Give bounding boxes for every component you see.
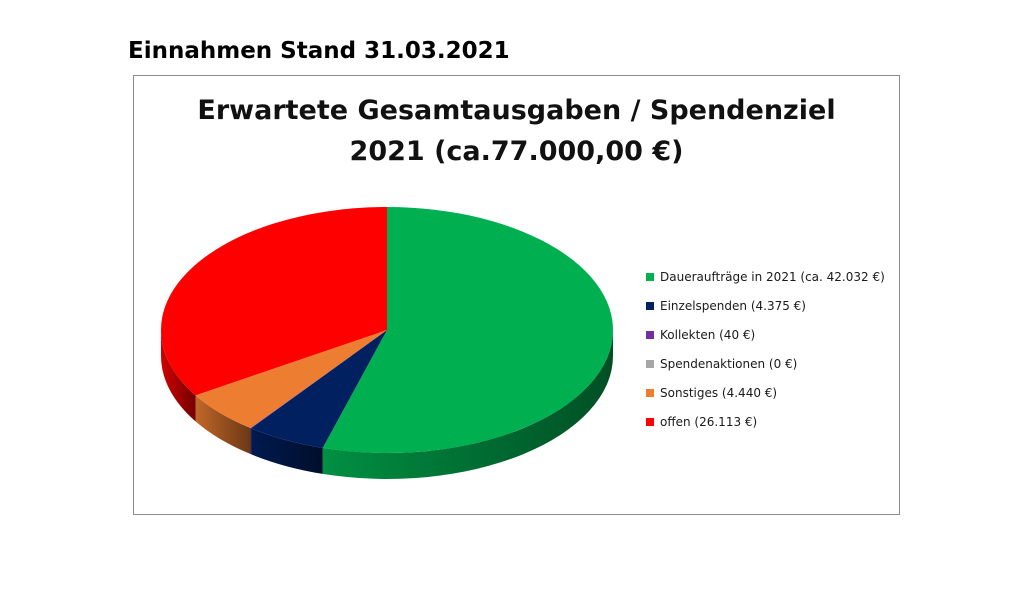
legend-item-kollekten: Kollekten (40 €) <box>646 320 885 349</box>
chart-title: Erwartete Gesamtausgaben / Spendenziel 2… <box>134 90 899 172</box>
pie-side-einzelspenden <box>251 428 323 474</box>
page-heading: Einnahmen Stand 31.03.2021 <box>128 38 510 64</box>
pie-slice-offen <box>161 207 387 396</box>
legend-item-einzelspenden: Einzelspenden (4.375 €) <box>646 291 885 320</box>
chart-area: Erwartete Gesamtausgaben / Spendenziel 2… <box>133 75 900 515</box>
legend-swatch <box>646 417 654 426</box>
legend-label: Daueraufträge in 2021 (ca. 42.032 €) <box>660 269 885 284</box>
legend-label: Spendenaktionen (0 €) <box>660 356 798 371</box>
pie-slice-sonstiges <box>195 330 387 429</box>
legend-label: Einzelspenden (4.375 €) <box>660 298 806 313</box>
legend-swatch <box>646 301 654 310</box>
chart-legend: Daueraufträge in 2021 (ca. 42.032 €) Einz… <box>646 262 885 436</box>
pie-side-kollekten <box>250 428 252 455</box>
legend-item-sonstiges: Sonstiges (4.440 €) <box>646 378 885 407</box>
legend-item-offen: offen (26.113 €) <box>646 407 885 436</box>
pie-slice-einzelspenden <box>251 330 387 448</box>
legend-swatch <box>646 330 654 339</box>
chart-title-line2: 2021 (ca.77.000,00 €) <box>349 136 684 167</box>
legend-label: Kollekten (40 €) <box>660 327 756 342</box>
pie-side-offen <box>161 330 196 422</box>
legend-swatch <box>646 388 654 397</box>
legend-item-spendenaktionen: Spendenaktionen (0 €) <box>646 349 885 378</box>
legend-swatch <box>646 272 654 281</box>
pie-slice-daueraufträge-in-2021 <box>322 207 613 453</box>
pie-chart <box>161 207 613 480</box>
legend-swatch <box>646 359 654 368</box>
chart-title-line1: Erwartete Gesamtausgaben / Spendenziel <box>197 95 836 126</box>
legend-item-daueraufträge-in-2021: Daueraufträge in 2021 (ca. 42.032 €) <box>646 262 885 291</box>
pie-side-sonstiges <box>195 395 251 455</box>
legend-label: Sonstiges (4.440 €) <box>660 385 778 400</box>
pie-slice-kollekten <box>250 330 387 429</box>
pie-side-daueraufträge-in-2021 <box>322 330 613 480</box>
legend-label: offen (26.113 €) <box>660 414 758 429</box>
